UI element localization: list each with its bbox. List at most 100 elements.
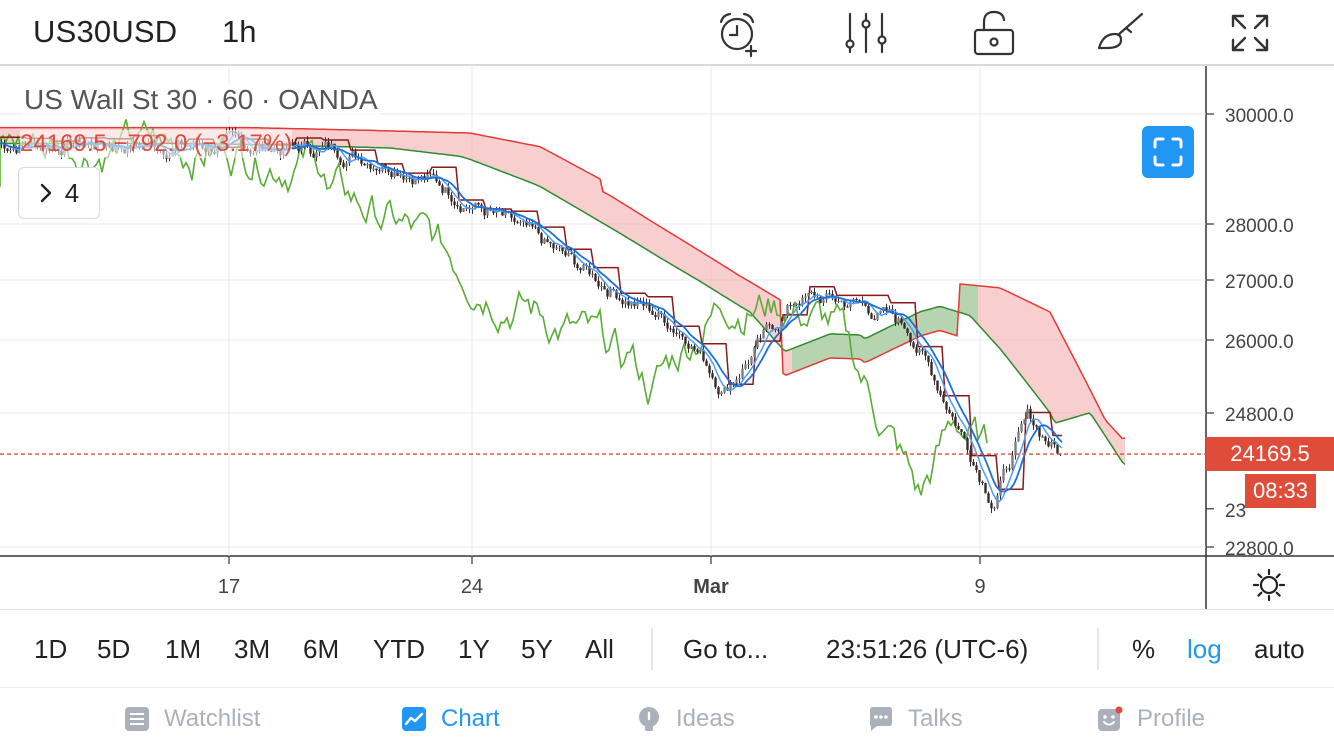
- candle-body: [552, 243, 555, 249]
- list-icon: [125, 707, 149, 731]
- candle-body: [813, 291, 816, 298]
- nav-label: Chart: [441, 705, 500, 732]
- chart-icon: [402, 707, 426, 731]
- candle-body: [516, 221, 519, 223]
- candle-body: [948, 409, 951, 414]
- range-ytd[interactable]: YTD: [373, 634, 425, 664]
- nav-profile[interactable]: Profile: [1097, 705, 1205, 733]
- candle-body: [462, 208, 465, 212]
- candle-body: [537, 227, 540, 234]
- candle-body: [1041, 436, 1044, 438]
- candle-body: [702, 349, 705, 361]
- alarm-add-icon[interactable]: [713, 8, 763, 58]
- indicators-icon[interactable]: [841, 8, 891, 58]
- range-1d[interactable]: 1D: [34, 634, 68, 664]
- candle-body: [981, 481, 984, 484]
- candle-body: [984, 483, 987, 494]
- auto-scale-toggle[interactable]: auto: [1254, 634, 1305, 664]
- candle-body: [840, 300, 843, 302]
- indicator-count: 4: [64, 177, 80, 208]
- drawing-brush-icon[interactable]: [1097, 8, 1147, 58]
- interval-selector[interactable]: 1h: [222, 14, 257, 49]
- candle-body: [576, 264, 579, 269]
- candle-body: [414, 178, 417, 185]
- candle-body: [960, 429, 963, 432]
- timezone-clock[interactable]: 23:51:26 (UTC-6): [826, 634, 1029, 664]
- candle-body: [834, 298, 837, 302]
- price-axis-label: 26000.0: [1225, 332, 1294, 353]
- candle-body: [678, 333, 681, 335]
- candle-body: [810, 291, 813, 294]
- candle-body: [936, 380, 939, 391]
- top-toolbar: US30USD 1h: [0, 0, 1334, 66]
- chart-legend-price-change: 24169.5 −792.0 (−3.17%): [20, 130, 293, 158]
- candle-body: [594, 273, 597, 281]
- candle-body: [1023, 418, 1026, 424]
- range-5y[interactable]: 5Y: [521, 634, 553, 664]
- candle-body: [333, 143, 336, 151]
- percent-scale-toggle[interactable]: %: [1132, 634, 1156, 664]
- range-1m[interactable]: 1M: [165, 634, 202, 664]
- symbol-name[interactable]: US30USD: [33, 14, 178, 49]
- candle-body: [375, 168, 378, 171]
- candle-body: [618, 298, 621, 300]
- chart-legend-title[interactable]: US Wall St 30 · 60 · OANDA: [22, 84, 380, 116]
- candle-body: [864, 301, 867, 306]
- candle-body: [816, 296, 819, 298]
- candle-body: [450, 195, 453, 202]
- chart-settings-gear-icon[interactable]: [1250, 566, 1288, 604]
- range-all[interactable]: All: [585, 634, 614, 664]
- price-axis-label: 27000.0: [1225, 272, 1294, 293]
- candle-body: [348, 156, 351, 164]
- candle-body: [579, 268, 582, 271]
- candle-body: [885, 307, 888, 312]
- candle-body: [3, 142, 6, 149]
- candle-body: [783, 315, 786, 322]
- candle-body: [534, 226, 537, 228]
- candle-body: [12, 148, 15, 150]
- unlock-icon[interactable]: [969, 8, 1019, 58]
- candle-body: [846, 306, 849, 308]
- ichimoku-cloud-bullish: [792, 283, 978, 373]
- price-axis-label: 22800.0: [1225, 539, 1294, 560]
- candle-body: [972, 461, 975, 466]
- fullscreen-expand-icon[interactable]: [1225, 8, 1275, 58]
- candle-body: [615, 290, 618, 299]
- nav-ideas[interactable]: Ideas: [636, 705, 735, 733]
- candle-body: [597, 280, 600, 287]
- candle-body: [426, 174, 429, 180]
- range-1y[interactable]: 1Y: [458, 634, 490, 664]
- candle-body: [1044, 436, 1047, 442]
- candle-body: [750, 356, 753, 364]
- candle-body: [321, 146, 324, 149]
- bar-countdown-tag: 08:33: [1245, 474, 1316, 508]
- indicators-collapse-button[interactable]: 4: [18, 167, 100, 219]
- nav-watchlist[interactable]: Watchlist: [124, 705, 260, 733]
- candle-body: [489, 210, 492, 212]
- log-scale-toggle[interactable]: log: [1187, 634, 1222, 664]
- range-5d[interactable]: 5D: [97, 634, 131, 664]
- range-3m[interactable]: 3M: [234, 634, 271, 664]
- candle-body: [402, 175, 405, 180]
- candle-body: [906, 328, 909, 333]
- candle-body: [903, 323, 906, 329]
- candle-body: [786, 305, 789, 316]
- candle-body: [381, 164, 384, 171]
- candle-body: [1002, 468, 1005, 481]
- candle-body: [540, 233, 543, 244]
- candle-body: [705, 360, 708, 366]
- candle-body: [957, 425, 960, 430]
- candle-body: [777, 329, 780, 331]
- candle-body: [558, 247, 561, 249]
- nav-talks[interactable]: Talks: [868, 705, 963, 733]
- candle-body: [708, 365, 711, 374]
- candle-body: [315, 152, 318, 158]
- candle-body: [327, 141, 330, 148]
- range-6m[interactable]: 6M: [303, 634, 340, 664]
- go-to-date-button[interactable]: Go to...: [683, 634, 769, 664]
- candle-body: [519, 222, 522, 224]
- candle-body: [1026, 408, 1029, 419]
- chart-fullscreen-button[interactable]: [1142, 126, 1194, 178]
- price-axis-label: 24800.0: [1225, 405, 1294, 426]
- nav-chart[interactable]: Chart: [401, 705, 500, 733]
